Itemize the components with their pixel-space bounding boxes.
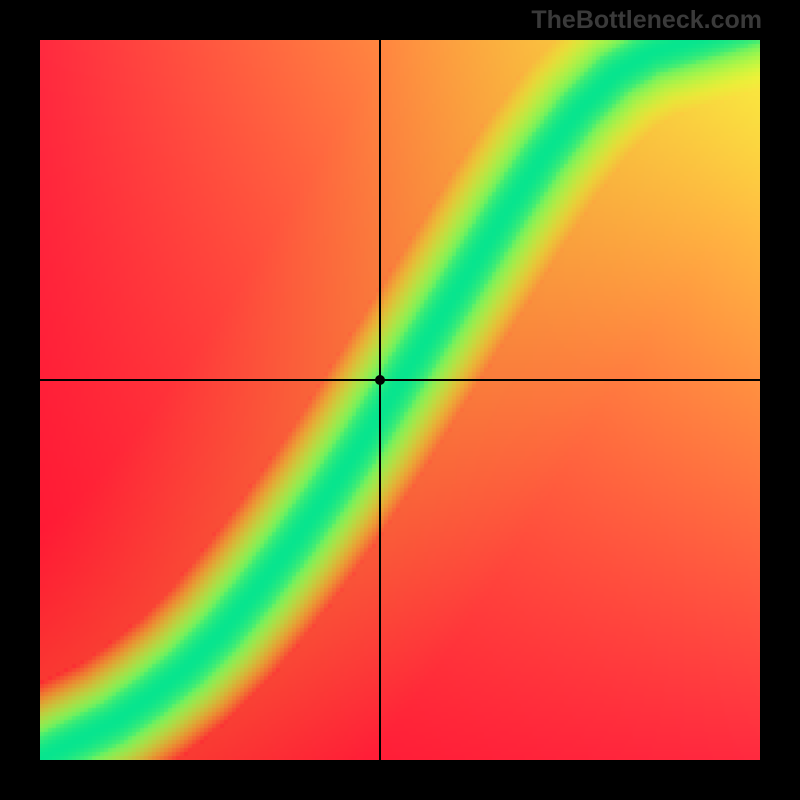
chart-container: TheBottleneck.com (0, 0, 800, 800)
crosshair-horizontal (40, 379, 760, 381)
crosshair-marker (375, 375, 385, 385)
bottleneck-heatmap (40, 40, 760, 760)
watermark-text: TheBottleneck.com (531, 6, 762, 35)
crosshair-vertical (379, 40, 381, 760)
